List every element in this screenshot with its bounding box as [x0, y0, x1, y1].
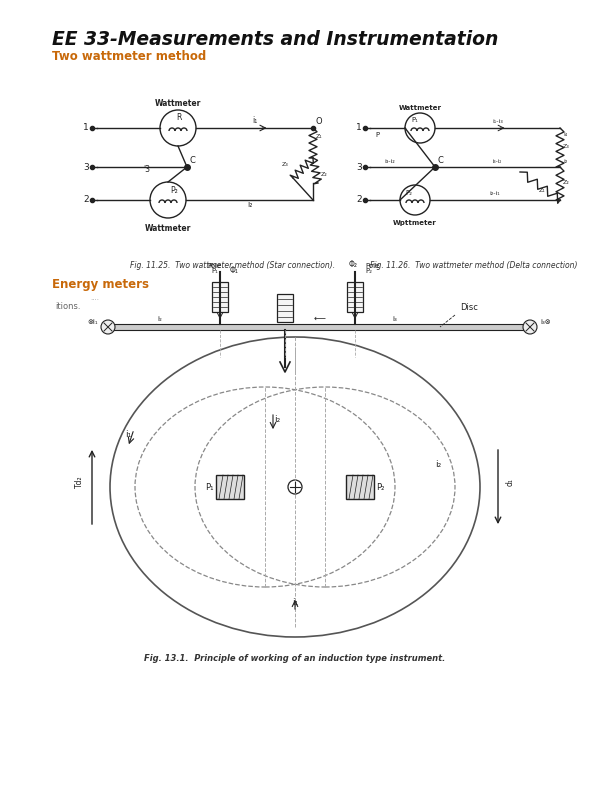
Text: Two wattmeter method: Two wattmeter method	[52, 50, 206, 63]
Text: P₂: P₂	[376, 482, 384, 492]
Bar	[347, 282, 363, 312]
Text: Wpttmeter: Wpttmeter	[393, 220, 437, 226]
Text: Z₂: Z₂	[321, 172, 328, 177]
Text: i₃-i₂: i₃-i₂	[493, 159, 502, 164]
Text: Fig. 11.26.  Two wattmeter method (Delta connection): Fig. 11.26. Two wattmeter method (Delta …	[370, 261, 578, 270]
Text: Z₁: Z₁	[539, 188, 545, 193]
Bar	[216, 475, 244, 499]
Text: Z₃: Z₃	[563, 143, 570, 148]
Text: Φ₁: Φ₁	[230, 266, 239, 275]
Text: i₂: i₂	[435, 460, 441, 469]
Text: ⟵: ⟵	[314, 314, 326, 323]
Text: 1: 1	[356, 124, 362, 132]
Text: i₃⊗: i₃⊗	[540, 319, 551, 325]
Bar	[212, 282, 228, 312]
Text: Z₂: Z₂	[563, 180, 570, 185]
Text: i₃: i₃	[393, 316, 397, 322]
Text: Wattmeter: Wattmeter	[398, 105, 441, 111]
Text: C: C	[189, 156, 195, 165]
Text: Fig. 11.25.  Two wattmeter method (Star connection).: Fig. 11.25. Two wattmeter method (Star c…	[130, 261, 335, 270]
Text: i₂-i₁: i₂-i₁	[490, 191, 501, 196]
Bar	[277, 294, 293, 322]
Text: Φ₂: Φ₂	[348, 260, 357, 269]
Text: Energy meters: Energy meters	[52, 278, 149, 291]
Text: i₁: i₁	[252, 116, 257, 125]
Text: 2: 2	[356, 196, 362, 204]
Text: Fig. 13.1.  Principle of working of an induction type instrument.: Fig. 13.1. Principle of working of an in…	[144, 654, 446, 663]
Text: i₃-i₂: i₃-i₂	[384, 159, 395, 164]
Text: i₁-i₃: i₁-i₃	[492, 119, 503, 124]
Text: Disc: Disc	[460, 303, 478, 312]
Text: 1: 1	[83, 124, 89, 132]
Text: '3: '3	[143, 165, 151, 174]
Text: Td₂: Td₂	[75, 476, 84, 489]
Circle shape	[523, 320, 537, 334]
Text: i₂: i₂	[157, 316, 162, 322]
Text: C: C	[437, 156, 443, 165]
Text: R: R	[176, 113, 182, 122]
Text: P: P	[375, 132, 379, 138]
Text: ....: ....	[90, 295, 99, 301]
Text: Pole: Pole	[365, 263, 379, 269]
Circle shape	[101, 320, 115, 334]
Text: Wattmeter: Wattmeter	[145, 224, 191, 233]
Text: P₂: P₂	[405, 190, 412, 196]
Text: Pole: Pole	[208, 263, 222, 269]
Text: 2: 2	[83, 196, 89, 204]
Text: Z₃: Z₃	[282, 162, 289, 167]
Text: i₂: i₂	[274, 415, 280, 424]
Text: i₁: i₁	[292, 598, 298, 607]
Text: i₄: i₄	[563, 132, 567, 137]
Text: ⊗i₁: ⊗i₁	[88, 319, 98, 325]
Text: i₂: i₂	[247, 200, 252, 209]
Text: P₁: P₁	[206, 482, 214, 492]
Text: Wattmeter: Wattmeter	[155, 99, 201, 108]
Text: EE 33-Measurements and Instrumentation: EE 33-Measurements and Instrumentation	[52, 30, 498, 49]
Bar	[108, 324, 530, 330]
Text: P₂: P₂	[365, 268, 372, 274]
Text: P₁: P₁	[212, 268, 218, 274]
Text: 3: 3	[83, 162, 89, 172]
Text: i₁: i₁	[125, 430, 131, 439]
Bar	[346, 475, 374, 499]
Text: d₁: d₁	[506, 478, 515, 486]
Text: 3: 3	[356, 162, 362, 172]
Text: P₂: P₂	[170, 186, 177, 195]
Text: i₂: i₂	[563, 159, 567, 164]
Text: Z₁: Z₁	[316, 134, 323, 139]
Text: P₁: P₁	[411, 117, 418, 123]
Text: O: O	[316, 117, 323, 126]
Text: itions.: itions.	[55, 302, 81, 311]
